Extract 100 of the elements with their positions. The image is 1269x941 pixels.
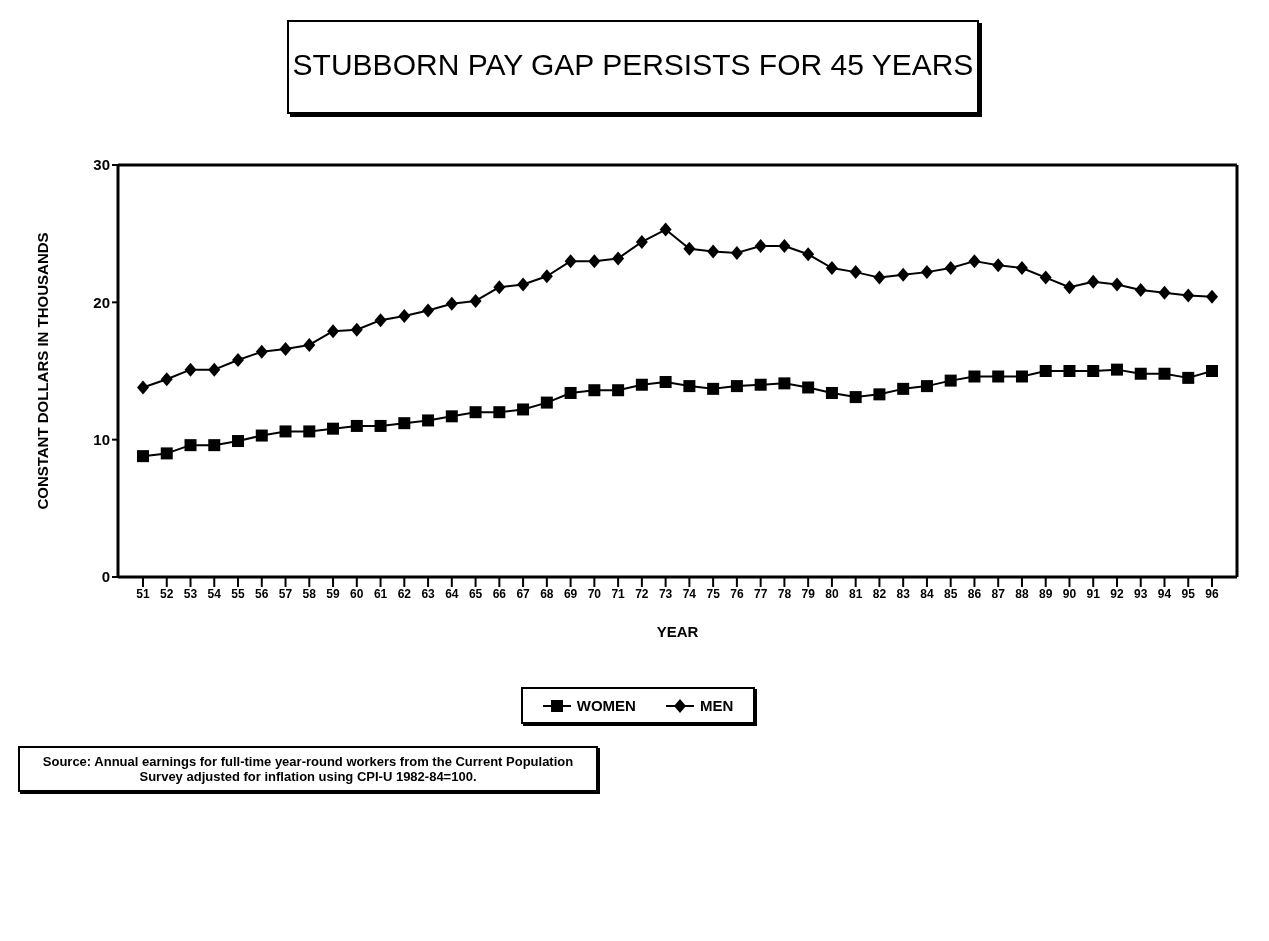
- y-tick-label: 0: [101, 568, 110, 586]
- point: [137, 450, 149, 463]
- point: [517, 403, 530, 416]
- point: [374, 419, 387, 432]
- point: [1182, 371, 1195, 384]
- point: [992, 258, 1005, 273]
- x-tick-label: 87: [991, 586, 1006, 601]
- point: [683, 241, 696, 256]
- point: [1015, 370, 1028, 383]
- point: [588, 254, 601, 269]
- point: [469, 406, 482, 419]
- point: [849, 391, 862, 404]
- point: [255, 429, 268, 442]
- point: [540, 269, 553, 284]
- point: [422, 303, 435, 318]
- x-tick-label: 51: [136, 586, 150, 601]
- x-tick-label: 61: [373, 586, 388, 601]
- point: [160, 372, 173, 387]
- point: [825, 261, 838, 275]
- point: [1206, 289, 1218, 304]
- point: [1206, 365, 1218, 377]
- point: [968, 370, 981, 383]
- x-tick-label: 71: [611, 586, 626, 601]
- point: [184, 439, 197, 452]
- point: [707, 382, 720, 395]
- point: [1039, 270, 1052, 285]
- point: [279, 425, 292, 438]
- x-tick-label: 94: [1157, 586, 1172, 601]
- x-tick-label: 65: [468, 586, 483, 601]
- point: [137, 380, 149, 395]
- x-tick-label: 59: [326, 586, 341, 601]
- point: [350, 322, 363, 337]
- point: [255, 344, 268, 359]
- point: [802, 247, 815, 262]
- point: [873, 270, 886, 285]
- point: [422, 414, 435, 427]
- point: [1015, 261, 1028, 275]
- x-tick-label: 64: [445, 586, 459, 601]
- point: [1063, 365, 1076, 377]
- point: [493, 280, 506, 295]
- x-tick-label: 58: [302, 586, 317, 601]
- legend-label: WOMEN: [575, 697, 636, 714]
- point: [327, 422, 340, 435]
- y-tick-label: 10: [93, 430, 110, 448]
- point: [635, 234, 648, 249]
- x-tick-label: 57: [278, 586, 293, 601]
- point: [968, 254, 981, 269]
- point: [659, 375, 672, 388]
- x-tick-label: 80: [825, 586, 839, 601]
- point: [920, 265, 933, 280]
- point: [730, 380, 743, 393]
- point: [612, 251, 625, 266]
- point: [279, 342, 292, 357]
- point: [1087, 274, 1100, 289]
- x-tick-label: 77: [753, 586, 768, 601]
- point: [612, 384, 625, 397]
- point: [517, 277, 530, 292]
- point: [992, 370, 1005, 383]
- x-tick-label: 56: [255, 586, 269, 601]
- point: [802, 381, 815, 394]
- point: [754, 239, 767, 254]
- x-tick-label: 68: [540, 586, 554, 601]
- point: [897, 267, 910, 282]
- x-tick-label: 76: [730, 586, 744, 601]
- x-tick-label: 92: [1110, 586, 1124, 601]
- point: [683, 380, 696, 393]
- point: [303, 337, 316, 352]
- point: [445, 296, 458, 311]
- x-tick-label: 69: [563, 586, 578, 601]
- point: [635, 378, 648, 391]
- x-tick-label: 67: [516, 586, 531, 601]
- x-tick-label: 86: [967, 586, 982, 601]
- x-tick-label: 95: [1181, 586, 1196, 601]
- source-note: Source: Annual earnings for full-time year-round workers from the Current Population Survey adjusted for inflation using CPI-U 1982-84=100.: [18, 746, 598, 792]
- x-axis-title: YEAR: [656, 623, 699, 640]
- x-tick-label: 81: [848, 586, 863, 601]
- chart-title: STUBBORN PAY GAP PERSISTS FOR 45 YEARS: [286, 20, 980, 114]
- point: [873, 388, 886, 401]
- point: [564, 254, 577, 269]
- point: [778, 377, 791, 390]
- x-tick-label: 70: [587, 586, 602, 601]
- point: [208, 439, 221, 452]
- point: [160, 447, 173, 460]
- point: [398, 309, 411, 324]
- y-tick-label: 30: [93, 156, 110, 174]
- point: [707, 244, 720, 259]
- x-tick-label: 89: [1039, 586, 1053, 601]
- point: [778, 239, 791, 254]
- x-tick-label: 93: [1134, 586, 1148, 601]
- y-axis-title: CONSTANT DOLLARS IN THOUSANDS: [34, 232, 52, 510]
- point: [374, 313, 387, 328]
- point: [232, 435, 245, 448]
- x-tick-label: 83: [896, 586, 911, 601]
- x-tick-label: 88: [1015, 586, 1029, 601]
- x-tick-label: 84: [920, 586, 934, 601]
- point: [730, 245, 743, 260]
- point: [944, 374, 957, 387]
- y-tick-label: 20: [93, 293, 110, 311]
- point: [1110, 363, 1123, 376]
- point: [659, 222, 672, 237]
